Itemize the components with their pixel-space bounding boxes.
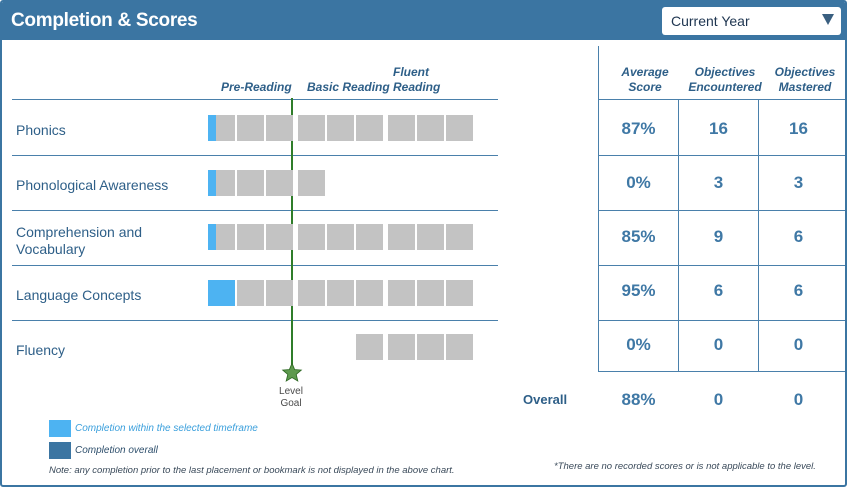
completion-fill [208, 170, 216, 196]
completion-cell [237, 115, 264, 141]
completion-cell [208, 170, 235, 196]
completion-cell [208, 280, 235, 306]
fluency-objectives-mastered: 0 [793, 335, 804, 354]
divider [598, 155, 845, 156]
completion-cell [388, 115, 415, 141]
row-label-language-concepts: Language Concepts [16, 287, 142, 303]
completion-cell [266, 224, 293, 250]
completion-cell [327, 115, 354, 141]
divider [598, 99, 845, 100]
completion-cell [356, 334, 383, 360]
fluency-average-score: 0% [626, 335, 651, 354]
completion-cell [388, 224, 415, 250]
completion-cell [446, 115, 473, 141]
completion-cell [417, 334, 444, 360]
overall-objectives-mastered: 0 [793, 390, 804, 409]
completion-cell [298, 280, 325, 306]
completion-cell [266, 115, 293, 141]
legend-label-timeframe: Completion within the selected timeframe [75, 423, 258, 434]
completion-cell [446, 224, 473, 250]
completion-cell [356, 224, 383, 250]
star-icon [281, 362, 303, 382]
completion-cell [446, 280, 473, 306]
completion-cell [208, 224, 235, 250]
completion-cell [446, 334, 473, 360]
column-header-average-score: Average Score [621, 65, 669, 94]
divider [598, 46, 599, 372]
overall-label: Overall [523, 392, 568, 407]
row-label-phonological-awareness: Phonological Awareness [16, 177, 169, 193]
completion-cell [327, 224, 354, 250]
level-header-basic-reading: Basic Reading [307, 80, 390, 94]
completion-cell [266, 280, 293, 306]
completion-fill [208, 224, 216, 250]
phonological-average-score: 0% [626, 173, 651, 192]
row-label-fluency: Fluency [16, 342, 66, 358]
legend-label-overall: Completion overall [75, 445, 158, 456]
overall-objectives-encountered: 0 [713, 390, 724, 409]
language-concepts-objectives-encountered: 6 [713, 281, 724, 300]
completion-cell [298, 115, 325, 141]
language-concepts-objectives-mastered: 6 [793, 281, 804, 300]
year-select-dropdown[interactable]: Current Year [662, 7, 841, 35]
legend-swatch-overall [49, 442, 71, 459]
column-header-objectives-encountered: Objectives Encountered [688, 65, 762, 94]
fluency-objectives-encountered: 0 [713, 335, 724, 354]
row-label-comprehension-vocabulary: Comprehension and Vocabulary [16, 224, 143, 257]
completion-cell [356, 115, 383, 141]
note-completion: Note: any completion prior to the last p… [49, 465, 455, 476]
divider [598, 210, 845, 211]
phonics-objectives-encountered: 16 [709, 119, 728, 138]
completion-cell [298, 224, 325, 250]
completion-cell [388, 334, 415, 360]
year-select-value: Current Year [671, 13, 750, 29]
divider [598, 320, 845, 321]
level-header-fluent-reading: Fluent Reading [393, 65, 441, 94]
completion-cell [327, 280, 354, 306]
divider [598, 265, 845, 266]
level-header-pre-reading: Pre-Reading [221, 80, 292, 94]
completion-fill [208, 280, 235, 306]
divider [12, 210, 498, 211]
phonics-objectives-mastered: 16 [789, 119, 808, 138]
panel-header: Completion & Scores Current Year [2, 2, 845, 40]
completion-cell [417, 224, 444, 250]
completion-cell [388, 280, 415, 306]
divider [598, 371, 845, 372]
note-scores: *There are no recorded scores or is not … [554, 461, 816, 472]
language-concepts-average-score: 95% [621, 281, 656, 300]
level-goal-label: Level Goal [279, 386, 303, 409]
phonics-average-score: 87% [621, 119, 656, 138]
completion-fill [208, 115, 216, 141]
divider [12, 265, 498, 266]
overall-average-score: 88% [621, 390, 656, 409]
column-header-objectives-mastered: Objectives Mastered [774, 65, 836, 94]
divider [12, 320, 498, 321]
divider [758, 99, 759, 372]
comprehension-average-score: 85% [621, 227, 656, 246]
legend-swatch-timeframe [49, 420, 71, 437]
divider [12, 155, 498, 156]
divider [678, 99, 679, 372]
comprehension-objectives-encountered: 9 [713, 227, 724, 246]
divider [12, 99, 498, 100]
completion-cell [298, 170, 325, 196]
completion-cell [356, 280, 383, 306]
completion-cell [237, 280, 264, 306]
completion-cell [417, 280, 444, 306]
comprehension-objectives-mastered: 6 [793, 227, 804, 246]
completion-cell [208, 115, 235, 141]
phonological-objectives-encountered: 3 [713, 173, 724, 192]
completion-cell [237, 224, 264, 250]
phonological-objectives-mastered: 3 [793, 173, 804, 192]
row-label-phonics: Phonics [16, 122, 66, 138]
panel-title: Completion & Scores [11, 10, 198, 31]
completion-cell [237, 170, 264, 196]
completion-cell [266, 170, 293, 196]
completion-cell [417, 115, 444, 141]
caret-down-icon [822, 14, 834, 25]
